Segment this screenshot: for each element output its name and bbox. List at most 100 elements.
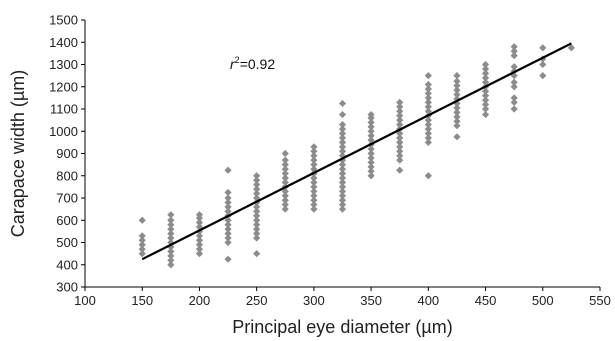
data-point (281, 178, 289, 187)
data-point (167, 225, 175, 233)
data-point (453, 99, 461, 108)
data-point (167, 211, 175, 219)
data-point (367, 110, 375, 119)
data-point (338, 201, 347, 209)
x-tick-label: 150 (131, 293, 153, 308)
data-point (367, 145, 375, 153)
data-point (396, 134, 404, 142)
data-point (310, 161, 318, 169)
data-point (253, 230, 261, 238)
data-point (396, 152, 404, 160)
y-axis-title: Carapace width (µm) (8, 70, 28, 237)
data-point (338, 125, 347, 133)
annotation-superscript: 2 (235, 55, 240, 65)
data-point (195, 250, 204, 258)
data-point (481, 96, 490, 104)
data-point (424, 85, 432, 93)
data-point (424, 98, 432, 106)
x-tick-label: 200 (189, 293, 211, 308)
data-point (338, 161, 347, 169)
data-point (539, 72, 547, 80)
data-point (367, 127, 375, 135)
data-point (367, 123, 375, 131)
data-point (195, 236, 204, 244)
data-point (424, 94, 432, 102)
data-point (224, 166, 232, 174)
x-tick-label: 500 (532, 293, 554, 308)
data-point (481, 69, 490, 77)
data-point (510, 52, 518, 60)
data-point (481, 92, 490, 100)
data-point (481, 110, 490, 119)
data-point (224, 207, 232, 215)
x-tick-label: 350 (360, 293, 382, 308)
r-squared-annotation: r2=0.92 (230, 55, 275, 72)
data-point (338, 120, 347, 129)
data-point (281, 165, 289, 173)
data-point (167, 221, 175, 229)
data-point (367, 154, 375, 162)
data-point (338, 147, 347, 155)
tick-labels: 300 400 500 600 700 800 900 1000 1100 1200 1300 140… (49, 13, 611, 309)
y-tick-label: 600 (56, 213, 78, 228)
data-point (367, 158, 375, 166)
data-point (253, 250, 261, 258)
data-point (310, 143, 318, 151)
data-point (453, 90, 461, 99)
data-point (396, 147, 404, 155)
x-tick-label: 300 (303, 293, 325, 308)
data-point (138, 232, 146, 240)
data-point (253, 194, 261, 202)
data-point (567, 44, 575, 52)
data-point (338, 169, 347, 178)
data-point (310, 156, 318, 164)
data-point (481, 105, 490, 113)
data-point (396, 120, 404, 129)
data-point (481, 74, 490, 82)
data-point (224, 238, 232, 247)
y-tick-label: 1000 (49, 124, 78, 139)
data-point (195, 245, 204, 253)
data-point (167, 216, 175, 224)
axes (81, 19, 601, 291)
data-point (281, 192, 289, 200)
data-point (338, 138, 347, 146)
data-point (224, 230, 232, 238)
data-point (167, 261, 175, 269)
y-tick-label: 400 (56, 257, 78, 272)
data-point (253, 212, 261, 220)
data-point (424, 116, 432, 124)
data-point (281, 156, 289, 164)
data-point (253, 225, 261, 233)
data-point (396, 166, 404, 174)
data-point (453, 82, 461, 90)
data-point (253, 221, 261, 229)
data-point (195, 218, 204, 227)
data-point (338, 196, 347, 204)
data-point (396, 143, 404, 151)
y-tick-label: 800 (56, 168, 78, 183)
data-point (338, 110, 347, 119)
data-point (167, 234, 175, 242)
y-tick-label: 900 (56, 146, 78, 161)
data-point (138, 216, 146, 224)
data-point (453, 77, 461, 85)
data-point (310, 192, 318, 200)
x-tick-label: 400 (417, 293, 439, 308)
data-point (253, 189, 261, 198)
data-point (510, 105, 518, 113)
data-point (224, 198, 232, 207)
data-point (253, 181, 261, 189)
x-tick-label: 550 (589, 293, 611, 308)
x-axis-title: Principal eye diameter (µm) (232, 317, 452, 337)
data-point (253, 172, 261, 180)
data-point (338, 187, 347, 195)
data-point (510, 94, 518, 102)
data-point (424, 103, 432, 111)
data-point (396, 138, 404, 146)
data-point (138, 241, 146, 249)
data-point (224, 194, 232, 202)
data-point (453, 122, 461, 130)
data-point (396, 98, 404, 106)
data-point (224, 221, 232, 229)
